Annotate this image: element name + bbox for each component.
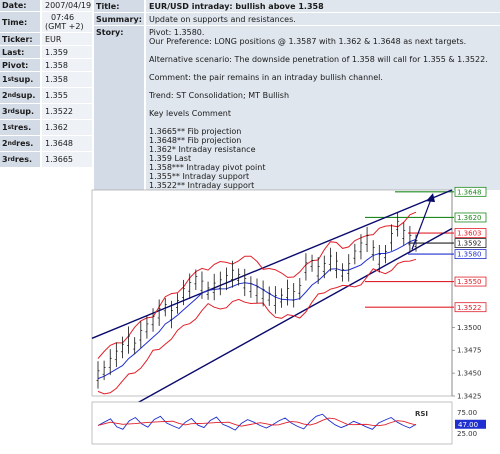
price-chart: 1.3648 1.3620 1.3603 1.3592 1.3580 1.3550 1.35… bbox=[91, 186, 487, 445]
price-label-box bbox=[454, 238, 487, 249]
price-label-box bbox=[454, 302, 487, 313]
summary-label: Summary: bbox=[94, 13, 144, 25]
rsi-axis-label: 75.00 bbox=[457, 409, 477, 417]
price-label-box bbox=[454, 212, 487, 223]
info-label: Ticker: bbox=[0, 33, 40, 45]
info-value: 1.3665 bbox=[42, 152, 92, 167]
price-axis-label: 1.3450 bbox=[457, 370, 482, 378]
story-text: Pivot: 1.3580. Our Preference: LONG posit… bbox=[146, 26, 500, 190]
price-plot-frame bbox=[91, 189, 453, 397]
projection-arrow-line bbox=[411, 198, 432, 250]
price-label-box bbox=[454, 186, 487, 197]
title-value: EUR/USD intraday: bullish above 1.358 bbox=[146, 0, 500, 12]
price-axis-label: 1.3648 bbox=[457, 188, 482, 196]
price-axis-label: 1.3475 bbox=[457, 347, 482, 355]
price-axis-label: 1.3580 bbox=[457, 251, 482, 259]
story-line: 1.359 Last bbox=[149, 154, 192, 163]
price-axis-label: 1.3620 bbox=[457, 214, 482, 222]
channel-upper-line bbox=[91, 189, 453, 339]
story-line: 1.362* Intraday resistance bbox=[149, 145, 256, 154]
story-panel: Title: EUR/USD intraday: bullish above 1… bbox=[94, 0, 500, 190]
info-row: Ticker: EUR bbox=[0, 33, 92, 45]
info-label: Pivot: bbox=[0, 59, 40, 71]
story-line bbox=[149, 46, 500, 55]
bollinger-lower-line bbox=[97, 258, 417, 395]
price-axis-label: 1.3550 bbox=[457, 278, 482, 286]
story-line: Trend: ST Consolidation; MT Bullish bbox=[149, 91, 290, 100]
rsi-label: RSI bbox=[415, 410, 428, 418]
story-line: Alternative scenario: The downside penet… bbox=[149, 55, 488, 64]
info-label: Time: bbox=[0, 12, 40, 32]
price-axis-label: 1.3500 bbox=[457, 324, 482, 332]
summary-row: Summary: Update on supports and resistan… bbox=[94, 13, 500, 25]
story-line: 1.355** Intraday support bbox=[149, 172, 250, 181]
rsi-current-label: 47.00 bbox=[458, 421, 478, 429]
story-line: 1.358*** Intraday pivot point bbox=[149, 163, 266, 172]
summary-value: Update on supports and resistances. bbox=[146, 13, 500, 25]
story-line: 1.3648** Fib projection bbox=[149, 136, 242, 145]
story-line: 1.3522** Intraday support bbox=[149, 181, 255, 190]
rsi-current-box bbox=[455, 419, 486, 429]
channel-lower-line bbox=[91, 227, 453, 429]
story-line bbox=[149, 82, 500, 91]
info-row: Date: 2007/04/19 bbox=[0, 0, 92, 11]
story-line: Our Preference: LONG positions @ 1.3587 … bbox=[149, 37, 467, 46]
story-line: Pivot: 1.3580. bbox=[149, 28, 205, 37]
bollinger-upper-line bbox=[97, 211, 417, 359]
story-row: Story: Pivot: 1.3580. Our Preference: LON… bbox=[94, 26, 500, 190]
projection-arrow-head bbox=[426, 193, 435, 203]
info-value: 2007/04/19 bbox=[42, 0, 92, 11]
story-line bbox=[149, 100, 500, 109]
price-label-box bbox=[454, 249, 487, 259]
story-line: 1.3665** Fib projection bbox=[149, 127, 242, 136]
price-axis-label: 1.3425 bbox=[457, 393, 482, 401]
info-label: Last: bbox=[0, 46, 40, 58]
price-axis-label: 1.3592 bbox=[457, 240, 482, 248]
rsi-plot-frame bbox=[91, 401, 453, 445]
info-value: 1.3648 bbox=[42, 136, 92, 151]
info-value: 1.359 bbox=[42, 46, 92, 58]
price-label-box bbox=[454, 276, 487, 287]
price-axis-label: 1.3603 bbox=[457, 230, 482, 238]
title-label: Title: bbox=[94, 0, 144, 12]
price-axis-label: 1.3522 bbox=[457, 304, 482, 312]
info-value: 07:46 (GMT +2) bbox=[42, 12, 92, 32]
ticker-info-table: Date: 2007/04/19 Time: 07:46 (GMT +2) Ticker:… bbox=[0, 0, 92, 167]
info-row: Last: 1.359 bbox=[0, 46, 92, 58]
rsi-line bbox=[97, 413, 417, 431]
story-line bbox=[149, 118, 500, 127]
info-value: 1.362 bbox=[42, 120, 92, 135]
info-label: Date: bbox=[0, 0, 40, 11]
story-line: Comment: the pair remains in an intraday… bbox=[149, 73, 383, 82]
info-value: 1.355 bbox=[42, 88, 92, 103]
info-value: 1.358 bbox=[42, 72, 92, 87]
info-value: 1.358 bbox=[42, 59, 92, 71]
info-row: Pivot: 1.358 bbox=[0, 59, 92, 71]
info-row: Time: 07:46 (GMT +2) bbox=[0, 12, 92, 32]
story-line: Key levels Comment bbox=[149, 109, 231, 118]
info-value: EUR bbox=[42, 33, 92, 45]
story-label: Story: bbox=[94, 26, 144, 190]
info-value: 1.3522 bbox=[42, 104, 92, 119]
rsi-axis-label: 25.00 bbox=[457, 430, 477, 438]
story-line bbox=[149, 64, 500, 73]
rsi-signal-line bbox=[97, 417, 417, 427]
price-label-box bbox=[454, 228, 487, 238]
title-row: Title: EUR/USD intraday: bullish above 1… bbox=[94, 0, 500, 12]
